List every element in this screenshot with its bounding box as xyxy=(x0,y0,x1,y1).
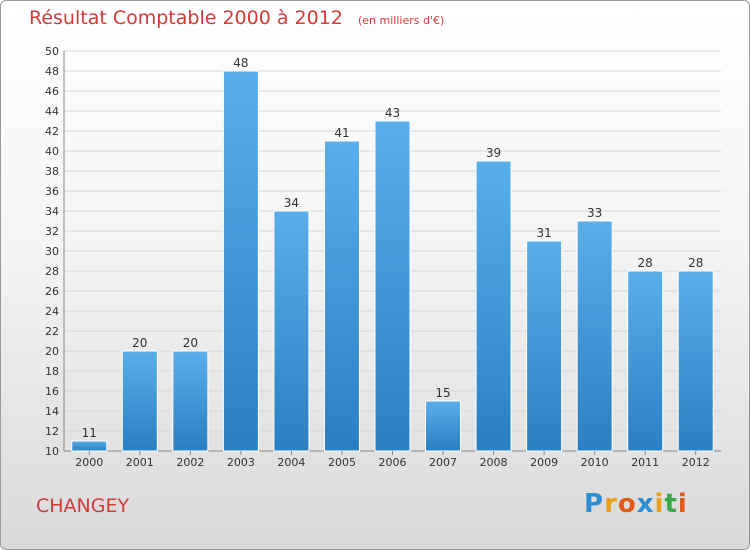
y-tick-label: 18 xyxy=(45,365,59,378)
chart-title: Résultat Comptable 2000 à 2012 xyxy=(29,7,343,29)
logo-letter: i xyxy=(677,489,688,519)
logo-letter: i xyxy=(654,489,665,519)
x-tick-label: 2006 xyxy=(379,456,407,469)
x-tick-label: 2000 xyxy=(75,456,103,469)
logo-letter: t xyxy=(664,489,678,519)
bar xyxy=(627,270,664,452)
y-tick-label: 26 xyxy=(45,285,59,298)
bar xyxy=(172,350,209,452)
y-tick-label: 34 xyxy=(45,205,59,218)
y-tick-label: 22 xyxy=(45,325,59,338)
bar xyxy=(475,160,512,452)
y-tick-label: 48 xyxy=(45,65,59,78)
logo-letter: P xyxy=(584,489,605,519)
y-tick-label: 12 xyxy=(45,425,59,438)
x-tick-label: 2001 xyxy=(126,456,154,469)
data-label: 34 xyxy=(284,196,299,210)
x-tick-label: 2002 xyxy=(176,456,204,469)
bar xyxy=(677,270,714,452)
data-label: 15 xyxy=(435,386,450,400)
x-tick-label: 2008 xyxy=(480,456,508,469)
bar xyxy=(71,440,108,452)
logo-letter: x xyxy=(636,489,655,519)
bar xyxy=(374,120,411,452)
commune-name: CHANGEY xyxy=(36,495,130,517)
y-tick-label: 16 xyxy=(45,385,59,398)
data-label: 41 xyxy=(334,126,349,140)
y-tick-label: 30 xyxy=(45,245,59,258)
x-tick-label: 2003 xyxy=(227,456,255,469)
logo-letter: r xyxy=(604,489,618,519)
x-axis: 2000 2001 2002 2003 2004 2005 2006 2007 2008 2009… xyxy=(75,451,710,469)
y-tick-label: 24 xyxy=(45,305,59,318)
y-tick-label: 32 xyxy=(45,225,59,238)
y-tick-label: 14 xyxy=(45,405,59,418)
x-tick-label: 2007 xyxy=(429,456,457,469)
proxiti-logo: Proxiti xyxy=(584,489,688,519)
x-tick-label: 2004 xyxy=(277,456,305,469)
y-tick-label: 38 xyxy=(45,165,59,178)
logo-letter: o xyxy=(617,489,637,519)
x-tick-label: 2011 xyxy=(631,456,659,469)
y-tick-label: 36 xyxy=(45,185,59,198)
data-label: 31 xyxy=(536,226,551,240)
x-tick-label: 2009 xyxy=(530,456,558,469)
chart-subtitle: (en milliers d'€) xyxy=(357,14,445,27)
y-tick-label: 20 xyxy=(45,345,59,358)
bar xyxy=(273,210,310,452)
y-tick-label: 42 xyxy=(45,125,59,138)
bar xyxy=(425,400,462,452)
bar xyxy=(576,220,613,452)
x-tick-label: 2012 xyxy=(682,456,710,469)
y-tick-label: 46 xyxy=(45,85,59,98)
data-label: 11 xyxy=(82,426,97,440)
y-tick-label: 28 xyxy=(45,265,59,278)
data-label: 20 xyxy=(183,336,198,350)
x-tick-label: 2010 xyxy=(581,456,609,469)
bars: 11 20 20 48 34 41 43 15 39 31 33 28 28 xyxy=(71,56,714,452)
bar xyxy=(222,70,259,452)
y-tick-label: 40 xyxy=(45,145,59,158)
data-label: 48 xyxy=(233,56,248,70)
bar xyxy=(526,240,563,452)
data-label: 28 xyxy=(688,256,703,270)
data-label: 33 xyxy=(587,206,602,220)
data-label: 20 xyxy=(132,336,147,350)
data-label: 43 xyxy=(385,106,400,120)
y-tick-label: 50 xyxy=(45,45,59,58)
chart-title-block: Résultat Comptable 2000 à 2012 (en milli… xyxy=(29,7,444,29)
bar xyxy=(121,350,158,452)
y-tick-label: 44 xyxy=(45,105,59,118)
data-label: 28 xyxy=(638,256,653,270)
x-tick-label: 2005 xyxy=(328,456,356,469)
bar xyxy=(323,140,360,452)
data-label: 39 xyxy=(486,146,501,160)
y-tick-label: 10 xyxy=(45,445,59,458)
